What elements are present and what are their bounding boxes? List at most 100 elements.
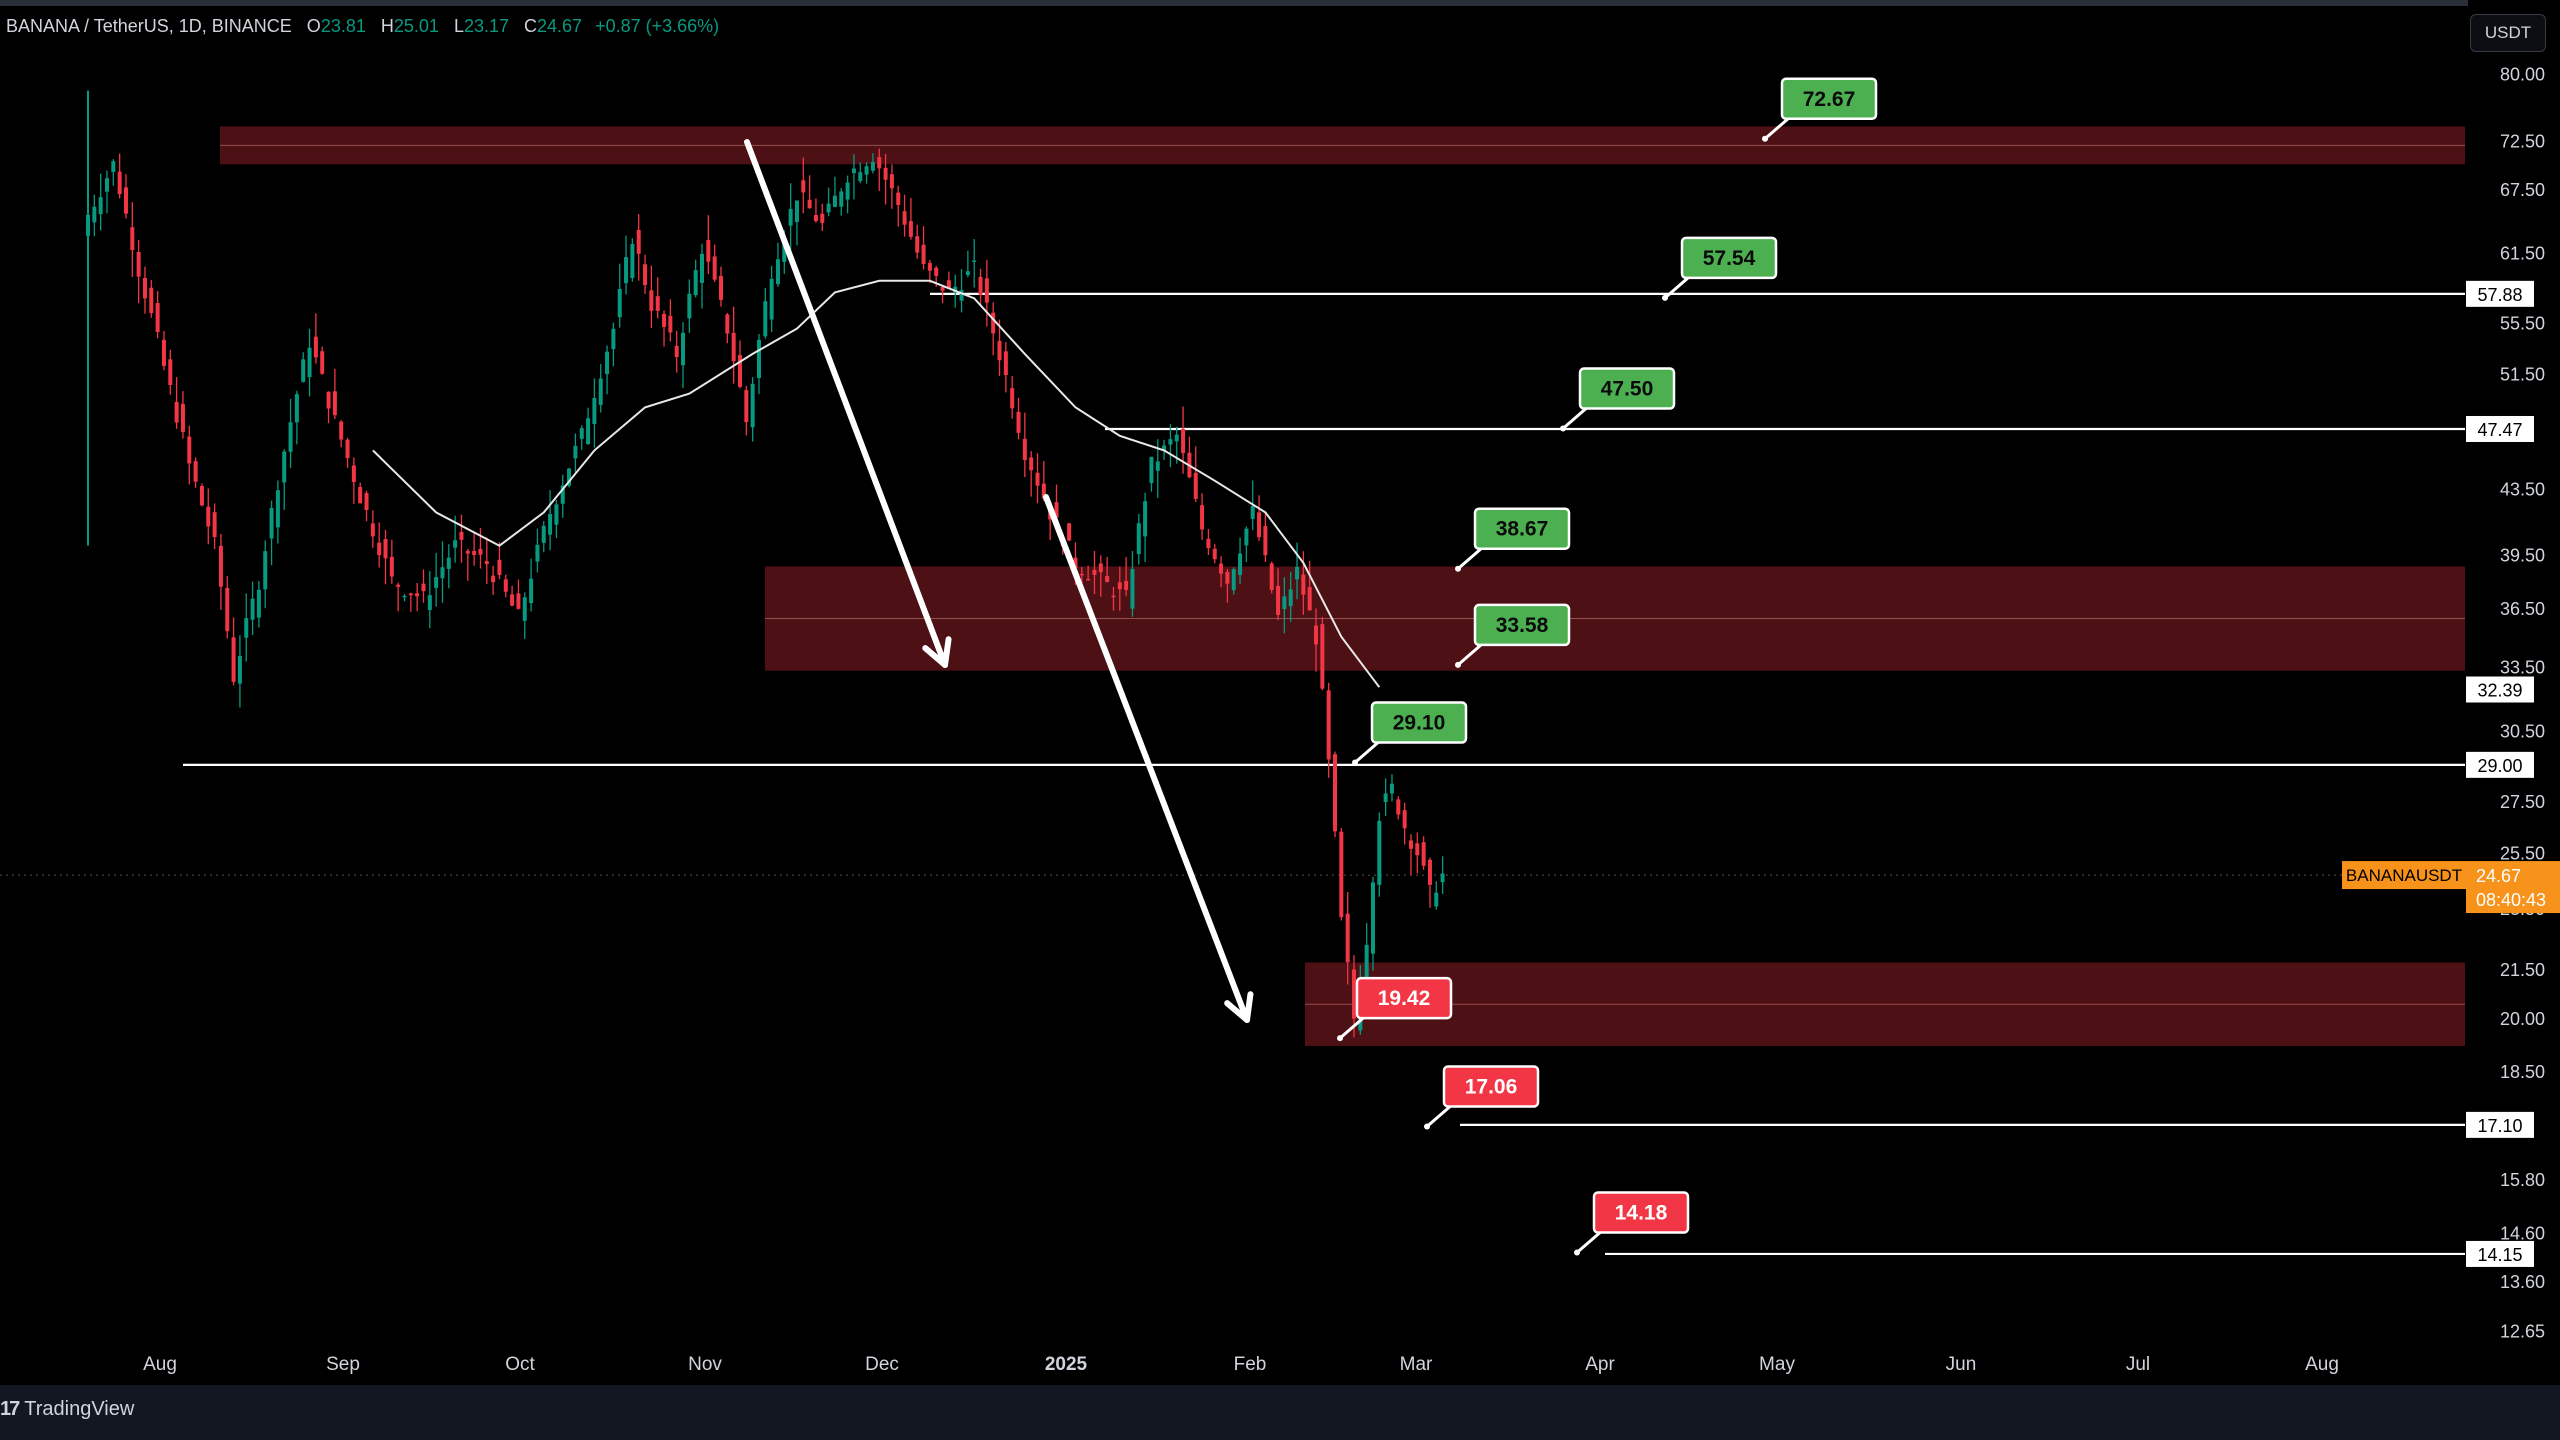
candle-body xyxy=(782,238,787,262)
ohlc-low-value: 23.17 xyxy=(463,16,509,36)
candle-body xyxy=(731,332,736,362)
candle-body xyxy=(978,276,983,295)
symbol-price-tag xyxy=(2342,861,2466,890)
target-callout: 29.10 xyxy=(1352,701,1468,766)
target-label-text: 33.58 xyxy=(1496,614,1549,637)
candle-body xyxy=(598,378,603,405)
candle-body xyxy=(1168,439,1173,445)
target-callout: 72.67 xyxy=(1762,77,1878,142)
target-label-box xyxy=(1370,701,1468,744)
ohlc-high-key: H xyxy=(380,16,394,36)
bar-countdown: 08:40:43 xyxy=(2476,890,2546,910)
target-callout: 38.67 xyxy=(1455,507,1571,572)
target-anchor-dot xyxy=(1762,135,1768,142)
candle-body xyxy=(446,557,451,569)
price-tick-label: 13.60 xyxy=(2500,1272,2545,1292)
candle-body xyxy=(991,312,996,334)
price-tick-label: 43.50 xyxy=(2500,480,2545,500)
candle-body xyxy=(1010,388,1015,409)
candle-body xyxy=(206,506,211,527)
candle-body xyxy=(997,340,1002,361)
candle-body xyxy=(668,315,673,333)
candle-body xyxy=(491,575,496,583)
candle-body xyxy=(1149,456,1154,484)
candle-body xyxy=(560,485,565,504)
candle-body xyxy=(1415,843,1420,856)
price-tick-label: 14.60 xyxy=(2500,1224,2545,1244)
candle-body xyxy=(1244,528,1249,546)
candle-body xyxy=(889,174,894,189)
candle-body xyxy=(1022,438,1027,460)
candle-body xyxy=(984,278,989,303)
target-anchor-dot xyxy=(1574,1249,1580,1256)
target-label-box xyxy=(1442,1065,1540,1108)
candle-body xyxy=(1041,483,1046,499)
candle-body xyxy=(864,166,869,175)
candle-body xyxy=(1370,882,1375,954)
candle-body xyxy=(972,260,977,262)
candle-body xyxy=(389,556,394,577)
candle-body xyxy=(161,339,166,366)
target-label-text: 19.42 xyxy=(1378,987,1431,1010)
tradingview-logo-icon: 17 xyxy=(0,1398,20,1420)
zones-layer xyxy=(220,126,2465,1046)
target-label-box xyxy=(1680,236,1778,280)
time-tick-label: Apr xyxy=(1585,1354,1615,1375)
candle-body xyxy=(1111,595,1116,598)
candle-body xyxy=(775,259,780,285)
candle-body xyxy=(408,593,413,596)
tradingview-brand-text: TradingView xyxy=(24,1398,135,1420)
time-axis[interactable]: Aug Sep Oct Nov Dec 2025 Feb Mar Apr May Jun Jul Aug xyxy=(143,1354,2339,1375)
candle-body xyxy=(237,655,242,684)
candle-body xyxy=(763,301,768,337)
candle-body xyxy=(136,252,141,277)
candle-body xyxy=(1136,523,1141,555)
candle-body xyxy=(845,182,850,200)
candle-body xyxy=(965,271,970,276)
candle-body xyxy=(313,336,318,358)
target-callout: 19.42 xyxy=(1337,976,1453,1042)
candle-body xyxy=(807,199,812,209)
candle-body xyxy=(484,561,489,565)
price-axis[interactable]: 80.00 72.50 67.50 61.50 55.50 51.50 43.50 39.50… xyxy=(2342,0,2560,1385)
currency-button[interactable]: USDT xyxy=(2470,14,2546,52)
candle-body xyxy=(522,597,527,621)
time-tick-label: Sep xyxy=(326,1354,360,1375)
target-label-text: 47.50 xyxy=(1601,378,1654,401)
target-label-box xyxy=(1473,603,1571,647)
candle-body xyxy=(244,618,249,638)
time-tick-label: Mar xyxy=(1400,1354,1433,1375)
candle-body xyxy=(624,257,629,284)
ohlc-high-value: 25.01 xyxy=(393,16,439,36)
candle-body xyxy=(472,550,477,555)
candle-body xyxy=(643,264,648,286)
candle-body xyxy=(573,445,578,459)
candle-body xyxy=(130,227,135,251)
tradingview-logo[interactable]: 17 TradingView xyxy=(0,1398,134,1421)
candle-body xyxy=(1276,585,1281,615)
candle-body xyxy=(712,256,717,280)
price-tick-label: 72.50 xyxy=(2500,131,2545,151)
target-callout: 17.06 xyxy=(1424,1065,1540,1130)
candle-body xyxy=(193,461,198,482)
candle-body xyxy=(769,278,774,320)
candle-body xyxy=(1320,624,1325,689)
target-anchor-dot xyxy=(1337,1035,1343,1042)
candle-body xyxy=(883,167,888,180)
candle-body xyxy=(263,551,268,590)
candle-body xyxy=(858,172,863,182)
target-anchor-dot xyxy=(1662,294,1668,301)
level-price-tag xyxy=(2466,280,2534,307)
candle-body xyxy=(1003,351,1008,376)
price-tick-label: 20.00 xyxy=(2500,1009,2545,1029)
candle-body xyxy=(332,391,337,416)
candle-body xyxy=(123,187,128,214)
candle-body xyxy=(750,383,755,428)
candle-body xyxy=(1402,810,1407,829)
candle-body xyxy=(813,214,818,222)
time-tick-label: Dec xyxy=(865,1354,899,1375)
target-label-box xyxy=(1592,1191,1690,1234)
time-tick-label: 2025 xyxy=(1045,1354,1088,1375)
candle-body xyxy=(1098,563,1103,573)
